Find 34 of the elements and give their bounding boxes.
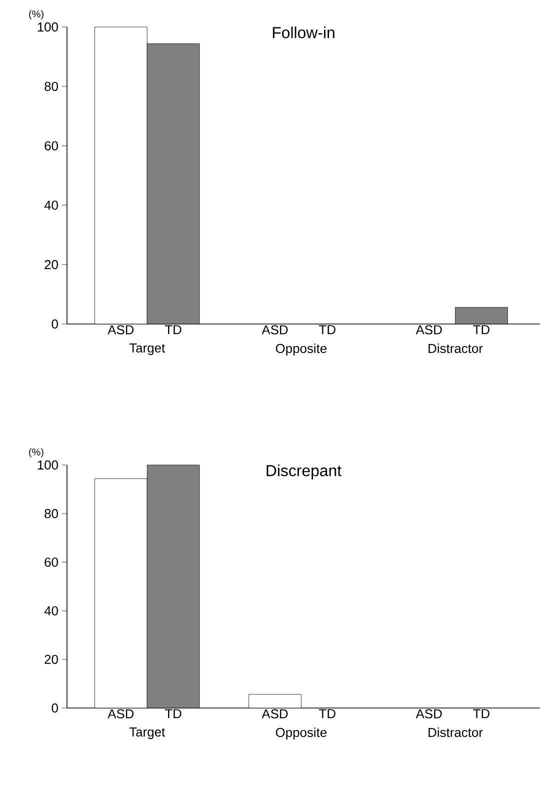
y-axis-title: (%) — [29, 10, 44, 20]
y-tick-label: 0 — [52, 319, 58, 329]
series-label: TD — [164, 325, 182, 334]
y-tick-label: 100 — [38, 460, 58, 470]
y-tick-label: 0 — [52, 703, 58, 713]
chart-title: Discrepant — [266, 464, 342, 480]
y-tick-label: 100 — [38, 22, 58, 32]
text: ASD — [416, 325, 442, 334]
x-tick-label: Target — [129, 344, 166, 356]
y-axis-title: (%) — [29, 448, 44, 458]
y-tick-label: 20 — [44, 260, 58, 270]
y-tick-label: 40 — [44, 606, 58, 616]
series-label: ASD — [108, 709, 134, 718]
x-tick-label: Distractor — [428, 728, 483, 738]
y-tick-label: 80 — [44, 509, 58, 518]
text: ASD — [262, 325, 288, 334]
text: TD — [319, 325, 336, 334]
series-label: TD — [164, 709, 182, 718]
x-tick-label: Distractor — [428, 344, 483, 354]
x-tick-label: Opposite — [276, 344, 327, 356]
y-tick-label: 60 — [44, 141, 58, 150]
text: TD — [473, 325, 490, 334]
series-label: ASD — [108, 325, 134, 334]
text: ASD — [416, 709, 442, 718]
x-tick-label: Opposite — [276, 728, 327, 740]
y-tick-label: 40 — [44, 200, 58, 210]
text: ASD — [262, 709, 288, 718]
text: TD — [473, 709, 490, 718]
x-tick-label: Target — [129, 728, 166, 740]
y-tick-label: 60 — [44, 558, 58, 567]
y-tick-label: 80 — [44, 82, 58, 91]
y-tick-label: 20 — [44, 654, 58, 664]
text: TD — [319, 709, 336, 718]
chart-title: Follow-in — [272, 26, 334, 38]
